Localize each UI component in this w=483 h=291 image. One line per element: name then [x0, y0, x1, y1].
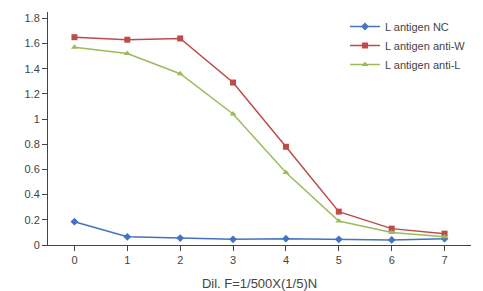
svg-text:0.2: 0.2 — [25, 214, 40, 226]
svg-text:1.4: 1.4 — [25, 63, 40, 75]
svg-text:0.8: 0.8 — [25, 138, 40, 150]
svg-text:1.8: 1.8 — [25, 12, 40, 24]
svg-text:0: 0 — [34, 239, 40, 251]
svg-text:4: 4 — [283, 254, 289, 266]
svg-text:Dil. F=1/500X(1/5)N: Dil. F=1/500X(1/5)N — [202, 276, 317, 291]
svg-text:3: 3 — [230, 254, 236, 266]
svg-text:1.6: 1.6 — [25, 37, 40, 49]
svg-text:0.6: 0.6 — [25, 163, 40, 175]
svg-text:1.2: 1.2 — [25, 88, 40, 100]
svg-text:L antigen anti-L: L antigen anti-L — [385, 59, 460, 71]
svg-text:5: 5 — [336, 254, 342, 266]
svg-text:1: 1 — [124, 254, 130, 266]
svg-text:0.4: 0.4 — [25, 188, 40, 200]
svg-text:7: 7 — [441, 254, 447, 266]
svg-text:1: 1 — [34, 113, 40, 125]
svg-text:2: 2 — [177, 254, 183, 266]
svg-text:6: 6 — [389, 254, 395, 266]
svg-text:L antigen NC: L antigen NC — [385, 21, 449, 33]
svg-text:0: 0 — [71, 254, 77, 266]
svg-text:L antigen anti-W: L antigen anti-W — [385, 40, 465, 52]
